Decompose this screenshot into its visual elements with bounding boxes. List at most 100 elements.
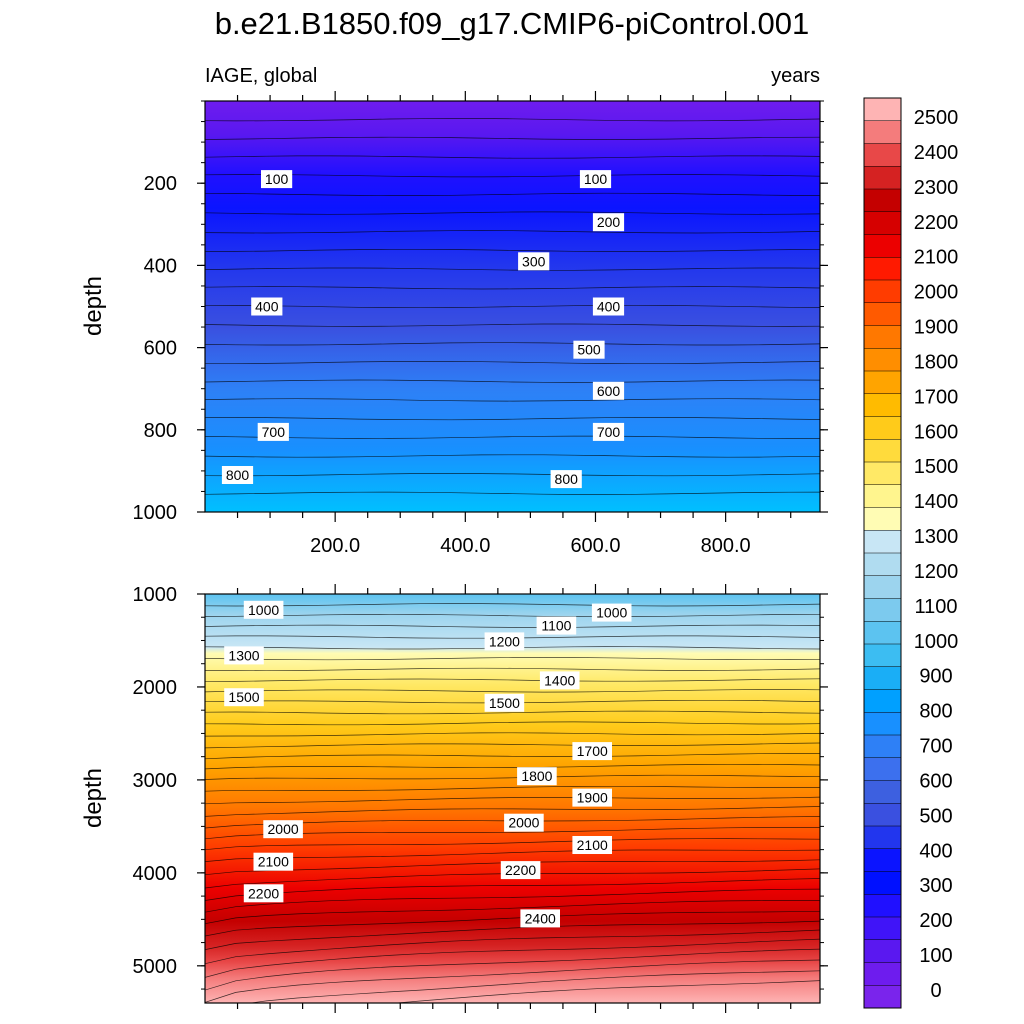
bottom-contour-label-text: 1300: [228, 647, 259, 663]
bottom-y-tick-label: 4000: [133, 863, 178, 885]
bottom-contour-label-box: [253, 852, 294, 871]
top-contour-label: 100: [579, 170, 612, 189]
bottom-contour-line: [205, 689, 820, 693]
bottom-contour-label-box: [500, 861, 541, 880]
bottom-contour-label-text: 1000: [596, 605, 627, 621]
top-contour-label-box: [221, 466, 254, 484]
colorbar-label: 600: [919, 770, 952, 792]
colorbar-swatch: [864, 462, 901, 486]
bottom-contour-line: [205, 624, 820, 628]
bottom-contour-label-box: [539, 671, 580, 690]
bottom-contour-label-text: 2200: [505, 862, 536, 878]
bottom-contour-label-box: [572, 836, 612, 854]
bottom-contour-label-box: [536, 616, 577, 635]
colorbar-label: 200: [919, 910, 952, 932]
colorbar-swatch: [864, 189, 901, 213]
bottom-contour-label-text: 2000: [268, 821, 299, 837]
bottom-contour-label-text: 1500: [228, 689, 259, 705]
colorbar-swatch: [864, 575, 901, 599]
colorbar-swatch: [864, 666, 901, 690]
colorbar-swatch: [864, 826, 901, 850]
top-contour-label-box: [592, 422, 625, 441]
colorbar-swatch: [864, 143, 901, 167]
bottom-contour-label-box: [484, 632, 525, 651]
bottom-contour-line: [205, 603, 820, 607]
top-contour-label-text: 500: [577, 342, 601, 358]
colorbar-swatch: [864, 553, 901, 577]
colorbar-label: 1900: [914, 317, 959, 339]
colorbar-label: 700: [919, 736, 952, 758]
colorbar-label: 1800: [914, 351, 959, 373]
top-contour-line: [205, 174, 820, 178]
top-contour-line: [205, 473, 820, 477]
colorbar-swatch: [864, 962, 901, 986]
top-contour-line: [205, 286, 820, 290]
bottom-contour-label-box: [591, 603, 632, 622]
top-contour-label-box: [592, 213, 625, 232]
top-contour-label-box: [579, 170, 612, 189]
top-contour-line: [205, 491, 820, 495]
top-x-tick-label: 800.0: [701, 535, 751, 557]
top-contour-label-text: 600: [597, 383, 621, 399]
colorbar-swatch: [864, 735, 901, 759]
colorbar-label: 2000: [914, 282, 959, 304]
colorbar-swatch: [864, 234, 901, 258]
bottom-contour-line: [205, 774, 820, 780]
colorbar-swatch: [864, 757, 901, 781]
colorbar-swatch: [864, 894, 901, 918]
bottom-panel: 1000 2000 3000 4000 5000 1000 1000 1100 1200 130…: [80, 584, 828, 1013]
bottom-contour-line: [205, 657, 820, 661]
colorbar-label: 1200: [914, 561, 959, 583]
top-contour-label-box: [573, 340, 605, 359]
top-axis-ticks: 200 400 600 800 1000 200.0 400.0 600.0 800.0: [133, 91, 828, 557]
colorbar: 2500240023002200210020001900180017001600…: [863, 97, 959, 1009]
bottom-contour-label: 1200: [484, 632, 525, 651]
top-contour-label-box: [251, 297, 283, 316]
colorbar-swatch: [864, 371, 901, 395]
colorbar-label: 2400: [914, 142, 959, 164]
top-contour-label-text: 400: [255, 299, 279, 315]
top-y-tick-label: 800: [144, 420, 177, 442]
top-contour-line: [205, 136, 820, 140]
bottom-contour-label-text: 1100: [541, 618, 571, 634]
bottom-contour-label-text: 1700: [577, 743, 608, 759]
colorbar-swatch: [864, 302, 901, 326]
right-string: years: [771, 65, 820, 87]
colorbar-label: 2500: [914, 107, 959, 129]
bottom-contour-label: 1500: [224, 688, 264, 707]
top-contour-label: 200: [592, 213, 625, 232]
top-contour-label-box: [592, 297, 625, 316]
colorbar-label: 1600: [914, 421, 959, 443]
top-contour-label-text: 300: [522, 253, 546, 269]
bottom-contour-label-text: 1800: [521, 768, 552, 784]
colorbar-swatch: [864, 439, 901, 463]
bottom-contour-line: [205, 910, 820, 937]
bottom-contour-line: [205, 613, 820, 618]
bottom-contour-line: [205, 732, 820, 737]
bottom-contour-line: [205, 667, 820, 672]
bottom-contour-label-text: 2400: [525, 910, 556, 926]
top-contour-label: 500: [573, 340, 605, 359]
top-contour-line: [205, 454, 820, 458]
top-contour-line: [205, 417, 820, 421]
top-x-tick-label: 600.0: [570, 535, 620, 557]
top-y-tick-label: 1000: [133, 502, 178, 524]
colorbar-swatch: [864, 803, 901, 827]
bottom-contour-label-text: 2000: [508, 815, 539, 831]
colorbar-swatch: [864, 416, 901, 440]
colorbar-swatch: [864, 985, 901, 1009]
colorbar-swatch: [864, 939, 901, 963]
bottom-contour-line: [205, 878, 820, 901]
bottom-contour-label: 2200: [243, 884, 284, 903]
colorbar-label: 0: [930, 980, 941, 1002]
bottom-contour-label: 1700: [572, 742, 612, 761]
colorbar-swatch: [864, 621, 901, 645]
colorbar-frame: [863, 97, 902, 1009]
top-contour-label-text: 100: [265, 171, 289, 187]
colorbar-label: 2200: [914, 212, 959, 234]
bottom-y-tick-label: 2000: [133, 677, 178, 699]
colorbar-label: 300: [919, 875, 952, 897]
colorbar-swatch: [864, 780, 901, 804]
bottom-contour-label-box: [504, 813, 544, 832]
